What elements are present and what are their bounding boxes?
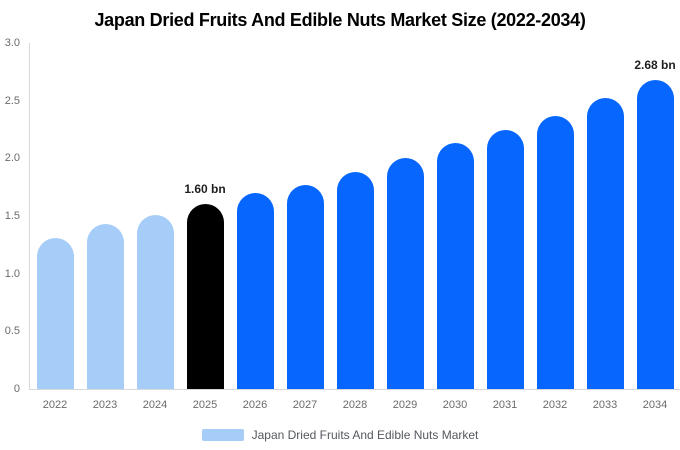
y-tick-0: 0 [13,383,20,395]
x-tick-2025: 2025 [192,399,218,411]
bar-2023 [86,224,124,389]
bar-2028 [336,172,374,389]
bar-2031 [486,129,524,389]
bar-2024 [136,214,174,389]
bar-2029 [386,158,424,389]
y-tick-0.5: 0.5 [4,325,20,338]
x-tick-2031: 2031 [492,399,518,411]
y-tick-1.5: 1.5 [4,210,20,222]
x-tick-2022: 2022 [42,399,68,411]
bar-2026 [236,192,274,389]
bar-2027 [286,184,324,389]
bar-2025 [186,204,224,389]
value-label-2025: 1.60 bn [184,182,226,197]
value-label-2034: 2.68 bn [634,57,676,72]
bar-2033 [586,98,624,389]
legend-label: Japan Dried Fruits And Edible Nuts Marke… [251,428,479,442]
y-tick-3.0: 3.0 [4,37,20,49]
x-tick-2032: 2032 [542,399,568,411]
y-tick-2.0: 2.0 [4,152,20,165]
x-tick-2027: 2027 [292,399,318,411]
legend-swatch [201,429,244,441]
bar-2030 [436,143,474,389]
x-tick-2030: 2030 [442,399,468,411]
x-tick-2028: 2028 [342,399,368,411]
y-tick-1.0: 1.0 [4,267,20,280]
x-tick-2029: 2029 [392,399,418,411]
x-tick-2023: 2023 [92,399,118,411]
bar-2022 [36,237,74,389]
y-tick-2.5: 2.5 [4,94,20,107]
x-tick-2024: 2024 [142,399,168,411]
x-tick-2034: 2034 [642,399,668,411]
chart-title: Japan Dried Fruits And Edible Nuts Marke… [94,10,586,30]
x-axis-line [29,389,680,390]
y-axis-line [29,43,30,390]
x-tick-2026: 2026 [242,399,268,411]
bar-2032 [536,115,574,389]
bar-2034 [636,79,674,389]
x-tick-2033: 2033 [592,399,618,411]
legend: Japan Dried Fruits And Edible Nuts Marke… [0,427,680,443]
